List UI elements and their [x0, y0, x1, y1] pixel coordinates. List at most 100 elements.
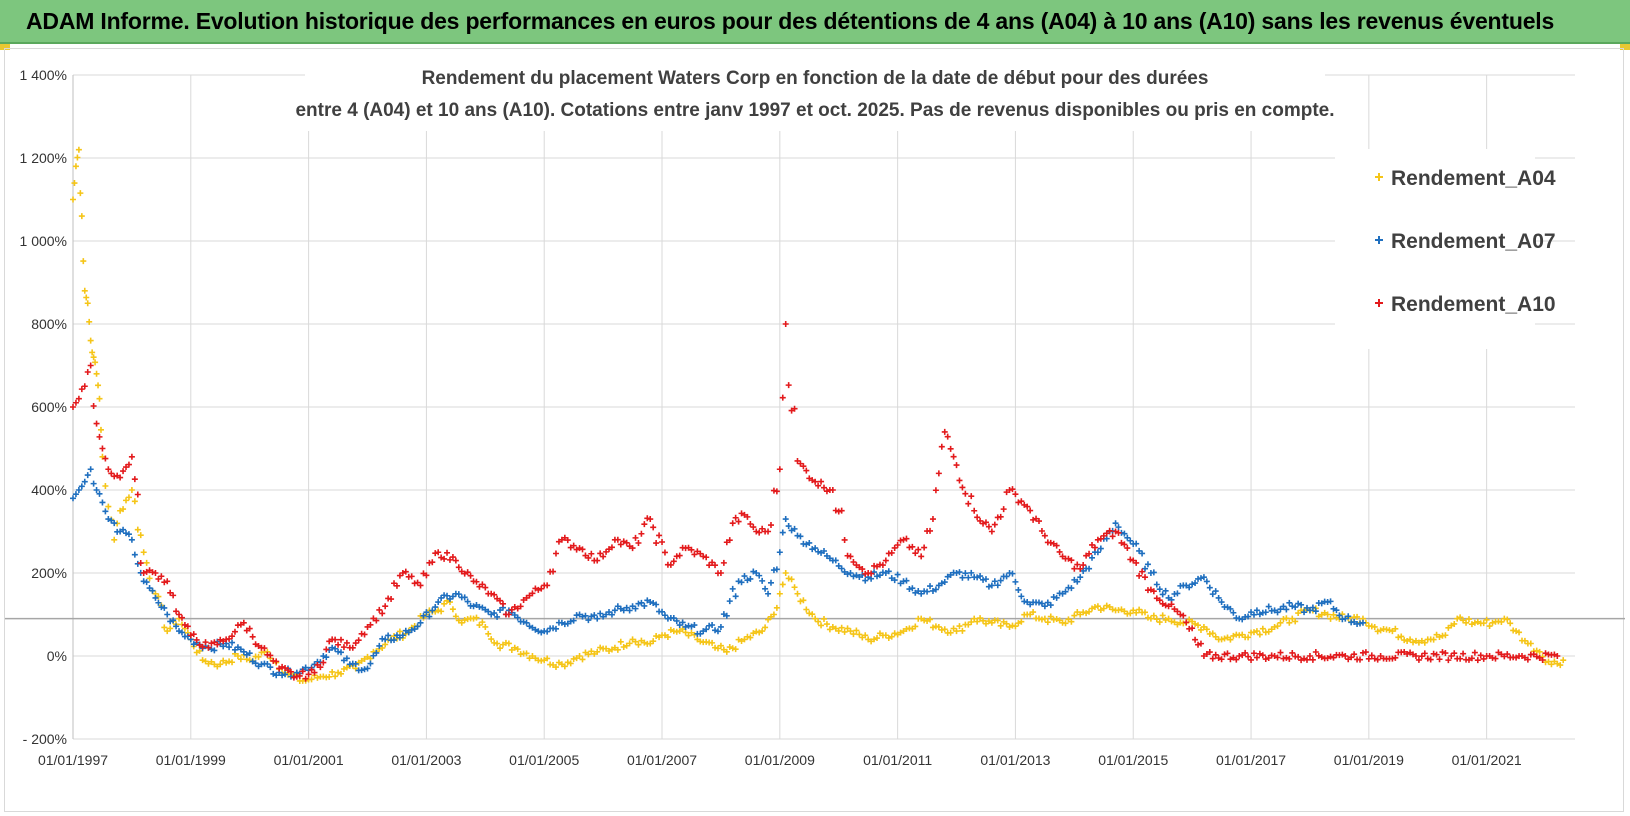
data-point: [1127, 556, 1134, 563]
data-point: [673, 617, 680, 624]
data-point: [320, 659, 327, 666]
data-point: [367, 660, 374, 667]
data-point: [815, 618, 822, 625]
data-point: [1050, 594, 1057, 601]
data-point: [1159, 612, 1166, 619]
data-point: [773, 604, 780, 611]
data-point: [77, 190, 84, 197]
data-point: [726, 644, 733, 651]
data-point: [1280, 603, 1287, 610]
data-point: [868, 570, 875, 577]
data-point: [629, 545, 636, 552]
data-point: [941, 626, 948, 633]
data-point: [373, 649, 380, 656]
data-point: [776, 590, 783, 597]
data-point: [588, 550, 595, 557]
data-point: [717, 623, 724, 630]
data-point: [123, 530, 130, 537]
data-point: [862, 570, 869, 577]
data-point: [859, 572, 866, 579]
data-point: [240, 619, 247, 626]
data-point: [72, 399, 79, 406]
data-point: [1289, 649, 1296, 656]
data-point: [1159, 591, 1166, 598]
data-point: [349, 644, 356, 651]
data-point: [96, 395, 103, 402]
data-point: [635, 600, 642, 607]
data-point: [564, 659, 571, 666]
data-point: [89, 349, 96, 356]
data-point: [726, 537, 733, 544]
data-point: [426, 613, 433, 620]
data-point: [641, 602, 648, 609]
data-point: [93, 420, 100, 427]
data-point: [1124, 545, 1131, 552]
data-point: [161, 579, 168, 586]
data-point: [594, 615, 601, 622]
data-point: [1077, 574, 1084, 581]
data-point: [343, 639, 350, 646]
data-point: [956, 623, 963, 630]
data-point: [941, 428, 948, 435]
data-point: [1309, 656, 1316, 663]
data-point: [140, 549, 147, 556]
data-point: [1062, 588, 1069, 595]
data-point: [1012, 623, 1019, 630]
data-point: [1156, 619, 1163, 626]
data-point: [1371, 655, 1378, 662]
data-point: [561, 663, 568, 670]
data-point: [750, 524, 757, 531]
data-point: [691, 551, 698, 558]
data-point: [93, 487, 100, 493]
data-point: [1560, 657, 1567, 664]
data-point: [420, 612, 427, 619]
data-point: [838, 507, 845, 514]
data-point: [1354, 613, 1361, 620]
data-point: [1327, 615, 1334, 622]
data-point: [656, 532, 663, 539]
data-point: [1359, 619, 1366, 626]
data-point: [1374, 628, 1381, 635]
data-point: [1480, 620, 1487, 627]
data-point: [853, 627, 860, 634]
data-point: [1286, 619, 1293, 626]
data-point: [756, 529, 763, 536]
corner-mark-right: [1620, 44, 1630, 50]
data-point: [1306, 607, 1313, 614]
data-point: [1486, 623, 1493, 630]
data-point: [1139, 568, 1146, 575]
data-point: [570, 542, 577, 549]
data-point: [1365, 655, 1372, 662]
data-point: [1250, 611, 1257, 618]
data-point: [332, 645, 339, 652]
data-point: [1259, 652, 1266, 659]
data-point: [888, 549, 895, 556]
data-point: [617, 638, 624, 645]
data-point: [1218, 599, 1225, 606]
data-point: [770, 611, 777, 618]
data-point: [84, 472, 91, 479]
data-point: [1127, 537, 1134, 544]
data-point: [741, 573, 748, 580]
data-point: [1203, 578, 1210, 585]
data-point: [128, 453, 135, 460]
data-point: [1106, 527, 1113, 534]
data-point: [1068, 557, 1075, 564]
data-point: [364, 665, 371, 672]
data-point: [485, 630, 492, 637]
data-point: [767, 522, 774, 529]
data-point: [237, 656, 244, 663]
data-point: [782, 321, 789, 327]
data-point: [92, 359, 99, 366]
data-point: [75, 146, 82, 153]
data-point: [1327, 598, 1334, 605]
data-point: [1274, 609, 1281, 616]
data-point: [417, 582, 424, 589]
data-point: [850, 573, 857, 580]
data-point: [72, 491, 79, 498]
data-point: [924, 588, 931, 595]
y-tick-label: 800%: [31, 316, 67, 332]
data-point: [959, 574, 966, 581]
data-point: [1224, 650, 1231, 657]
data-point: [1147, 615, 1154, 622]
